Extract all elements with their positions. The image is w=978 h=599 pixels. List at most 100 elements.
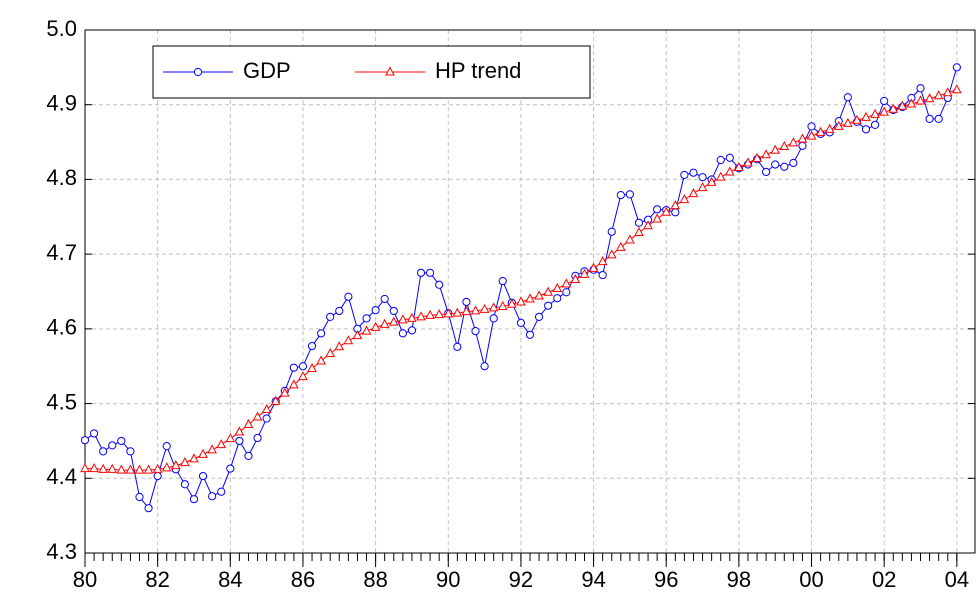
marker xyxy=(843,93,852,102)
marker xyxy=(388,316,399,326)
marker xyxy=(135,492,144,502)
marker xyxy=(789,158,798,168)
marker xyxy=(398,329,407,338)
marker xyxy=(771,160,780,169)
marker xyxy=(653,205,662,214)
marker xyxy=(706,176,717,186)
marker xyxy=(435,280,444,289)
marker xyxy=(80,436,90,445)
marker xyxy=(870,108,880,118)
marker xyxy=(680,170,689,180)
marker xyxy=(470,305,481,315)
marker xyxy=(380,294,389,304)
marker xyxy=(679,194,690,204)
marker xyxy=(780,162,789,171)
marker xyxy=(625,190,634,199)
marker xyxy=(952,84,962,94)
marker xyxy=(952,63,961,72)
marker xyxy=(688,188,699,198)
marker xyxy=(588,262,599,272)
marker xyxy=(770,144,781,154)
marker xyxy=(253,433,262,443)
marker xyxy=(252,411,263,421)
marker xyxy=(762,167,771,177)
marker xyxy=(343,335,354,345)
marker xyxy=(98,463,108,473)
marker xyxy=(116,464,127,474)
marker xyxy=(162,442,171,451)
marker xyxy=(689,168,698,177)
marker xyxy=(189,453,199,463)
y-tick-label: 4.7 xyxy=(46,240,77,265)
legend-label: HP trend xyxy=(435,58,521,83)
marker xyxy=(352,330,363,340)
marker xyxy=(807,122,816,131)
marker xyxy=(716,155,725,165)
marker xyxy=(208,492,217,501)
marker xyxy=(107,463,118,473)
marker xyxy=(525,330,535,339)
marker xyxy=(217,487,226,496)
y-tick-label: 4.5 xyxy=(46,389,77,414)
marker xyxy=(634,218,644,227)
marker xyxy=(426,268,435,277)
y-tick-label: 4.9 xyxy=(46,91,77,116)
marker xyxy=(579,268,590,278)
marker xyxy=(724,166,735,176)
marker xyxy=(243,418,254,428)
marker xyxy=(634,226,644,236)
marker xyxy=(453,342,462,351)
marker xyxy=(906,98,917,108)
marker xyxy=(670,200,681,210)
x-tick-label: 90 xyxy=(436,567,460,592)
marker xyxy=(261,403,272,414)
marker xyxy=(606,249,617,259)
marker xyxy=(385,66,395,76)
x-tick-label: 86 xyxy=(291,567,315,592)
marker xyxy=(99,447,108,456)
marker xyxy=(897,100,908,110)
x-tick-label: 94 xyxy=(581,567,605,592)
marker xyxy=(852,114,862,124)
y-tick-label: 4.6 xyxy=(46,315,77,340)
marker xyxy=(198,448,208,458)
marker xyxy=(661,206,672,216)
marker xyxy=(516,296,526,306)
marker xyxy=(389,306,398,316)
marker xyxy=(226,464,235,473)
marker xyxy=(552,282,563,293)
marker xyxy=(89,463,99,473)
marker xyxy=(934,114,943,124)
marker xyxy=(225,433,236,443)
x-tick-label: 92 xyxy=(509,567,533,592)
marker xyxy=(743,157,753,167)
marker xyxy=(134,464,145,474)
marker xyxy=(498,276,507,286)
marker xyxy=(362,314,371,323)
marker xyxy=(316,355,326,365)
marker xyxy=(598,270,607,280)
marker xyxy=(416,268,426,277)
marker xyxy=(193,67,203,77)
marker xyxy=(434,309,445,319)
marker xyxy=(843,117,853,127)
marker xyxy=(143,464,154,474)
marker xyxy=(407,312,417,322)
marker xyxy=(797,133,808,143)
marker xyxy=(289,363,298,372)
x-tick-label: 82 xyxy=(145,567,169,592)
marker xyxy=(607,227,616,236)
marker xyxy=(326,312,335,322)
marker xyxy=(915,95,926,105)
marker xyxy=(462,297,471,307)
marker xyxy=(715,171,726,181)
marker xyxy=(152,463,163,473)
marker xyxy=(761,149,771,159)
marker xyxy=(407,326,417,335)
marker xyxy=(942,87,953,97)
marker xyxy=(798,141,807,150)
marker xyxy=(235,436,244,446)
marker xyxy=(471,326,480,336)
marker xyxy=(925,114,934,124)
